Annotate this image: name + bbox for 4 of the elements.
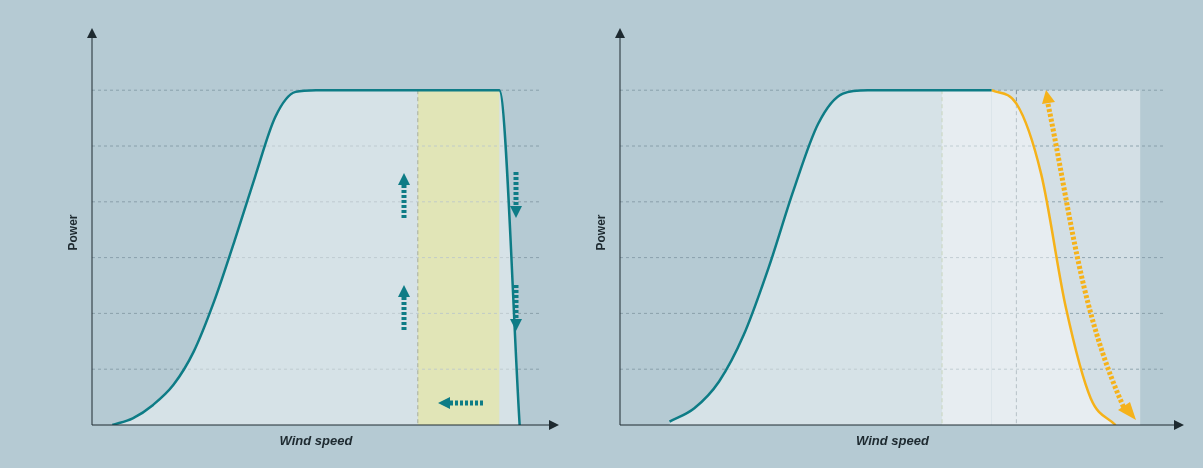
y-axis-title: Power (66, 214, 81, 251)
x-axis-title: Wind speed (279, 432, 354, 448)
y-axis-title: Power (594, 214, 609, 251)
x-axis-title: Wind speed (856, 432, 930, 448)
